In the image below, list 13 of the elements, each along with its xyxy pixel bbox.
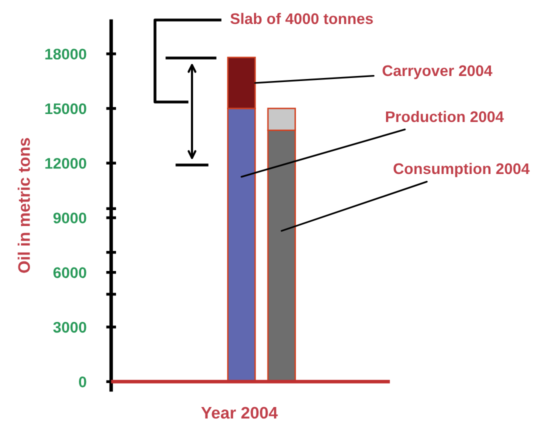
y-tick-label: 0 — [78, 376, 86, 388]
y-tick-label: 6000 — [53, 267, 86, 278]
annotation: Slab of 4000 tonnes — [230, 12, 373, 24]
y-axis-title: Oil in metric tons — [18, 138, 30, 273]
text: Consumption 2004 — [394, 162, 530, 178]
y-tick-label: 15000 — [45, 103, 86, 114]
x-axis-title: Year 2004 — [201, 406, 278, 419]
text: Production 2004 — [386, 110, 504, 122]
text: Carryover 2004 — [382, 65, 492, 80]
y-tick-label: 9000 — [53, 212, 86, 224]
y-tick-label: 18000 — [45, 48, 86, 60]
y-tick-label: 12000 — [45, 158, 86, 169]
y-tick-label: 3000 — [53, 322, 86, 333]
